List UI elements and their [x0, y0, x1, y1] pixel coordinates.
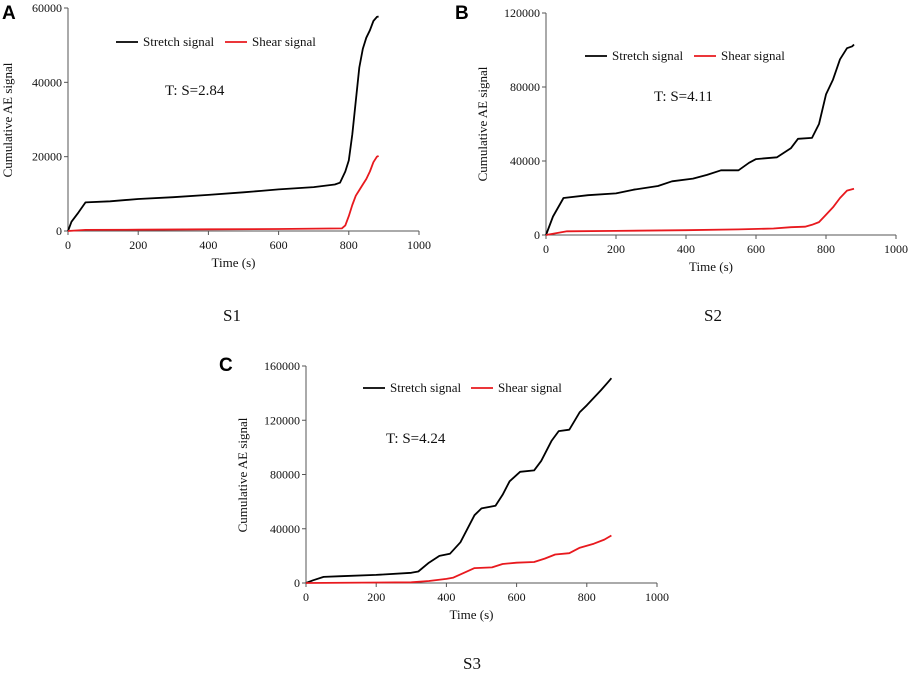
panel-letter-a: A	[2, 3, 16, 24]
y-tick-label: 60000	[32, 1, 62, 15]
y-tick-label: 80000	[270, 468, 300, 482]
legend-label-stretch: Stretch signal	[390, 380, 462, 395]
axes-b: 0 40000 80000 120000 0 200 400 600 800 1000 Time (…	[475, 6, 908, 274]
chart-panel-a: A T: S=2.84 0 20000 40000 60000 0 200 400 600 80…	[0, 1, 431, 325]
y-tick-label: 160000	[264, 359, 300, 373]
shear-signal-line	[545, 187, 855, 236]
y-tick-label: 120000	[264, 413, 300, 427]
y-axis-label: Cumulative AE signal	[235, 417, 250, 532]
x-tick-label: 0	[543, 242, 549, 256]
y-tick-label: 80000	[510, 80, 540, 94]
x-tick-label: 1000	[407, 238, 431, 252]
x-axis-label: Time (s)	[450, 607, 494, 622]
legend-label-shear: Shear signal	[721, 48, 785, 63]
y-tick-label: 0	[294, 576, 300, 590]
x-tick-label: 600	[270, 238, 288, 252]
legend-label-shear: Shear signal	[498, 380, 562, 395]
x-tick-label: 400	[199, 238, 217, 252]
x-tick-label: 1000	[645, 590, 669, 604]
axes-c: 0 40000 80000 120000 160000 0 200 400 600 800 1000…	[235, 359, 669, 622]
legend-b: Stretch signal Shear signal	[585, 48, 785, 63]
ratio-annotation-b: T: S=4.11	[654, 89, 713, 105]
chart-panel-b: B T: S=4.11 0 40000 80000 120000 0 200 400 600 8…	[455, 3, 908, 325]
x-tick-label: 0	[65, 238, 71, 252]
ratio-annotation-a: T: S=2.84	[165, 83, 225, 99]
x-tick-label: 800	[578, 590, 596, 604]
x-tick-label: 800	[340, 238, 358, 252]
x-tick-label: 200	[607, 242, 625, 256]
legend-label-shear: Shear signal	[252, 34, 316, 49]
x-tick-label: 600	[747, 242, 765, 256]
y-tick-label: 40000	[32, 75, 62, 89]
y-axis-label: Cumulative AE signal	[475, 66, 490, 181]
x-tick-label: 200	[367, 590, 385, 604]
y-tick-label: 0	[56, 224, 62, 238]
x-tick-label: 800	[817, 242, 835, 256]
y-axis-label: Cumulative AE signal	[0, 62, 15, 177]
x-tick-label: 400	[677, 242, 695, 256]
x-tick-label: 200	[129, 238, 147, 252]
panel-letter-b: B	[455, 3, 469, 24]
caption-s2: S2	[704, 306, 722, 325]
legend-a: Stretch signal Shear signal	[116, 34, 316, 49]
stretch-signal-line	[545, 43, 855, 236]
x-tick-label: 400	[437, 590, 455, 604]
x-tick-label: 600	[508, 590, 526, 604]
panel-letter-c: C	[219, 355, 233, 376]
legend-c: Stretch signal Shear signal	[363, 380, 562, 395]
y-tick-label: 40000	[510, 154, 540, 168]
legend-label-stretch: Stretch signal	[612, 48, 684, 63]
y-tick-label: 40000	[270, 522, 300, 536]
stretch-signal-line	[305, 377, 613, 584]
shear-signal-line	[305, 534, 612, 584]
y-tick-label: 0	[534, 228, 540, 242]
stretch-signal-line	[67, 15, 379, 232]
x-axis-label: Time (s)	[689, 259, 733, 274]
caption-s1: S1	[223, 306, 241, 325]
axes-a: 0 20000 40000 60000 0 200 400 600 800 1000 Time (s…	[0, 1, 431, 270]
caption-s3: S3	[463, 654, 481, 673]
x-tick-label: 0	[303, 590, 309, 604]
x-tick-label: 1000	[884, 242, 908, 256]
x-axis-label: Time (s)	[212, 255, 256, 270]
chart-panel-c: C T: S=4.24 0 40000 80000 120000 160000 0 200 4…	[219, 355, 669, 673]
shear-signal-line	[67, 155, 379, 232]
legend-label-stretch: Stretch signal	[143, 34, 215, 49]
ratio-annotation-c: T: S=4.24	[386, 431, 446, 447]
y-tick-label: 120000	[504, 6, 540, 20]
y-tick-label: 20000	[32, 150, 62, 164]
